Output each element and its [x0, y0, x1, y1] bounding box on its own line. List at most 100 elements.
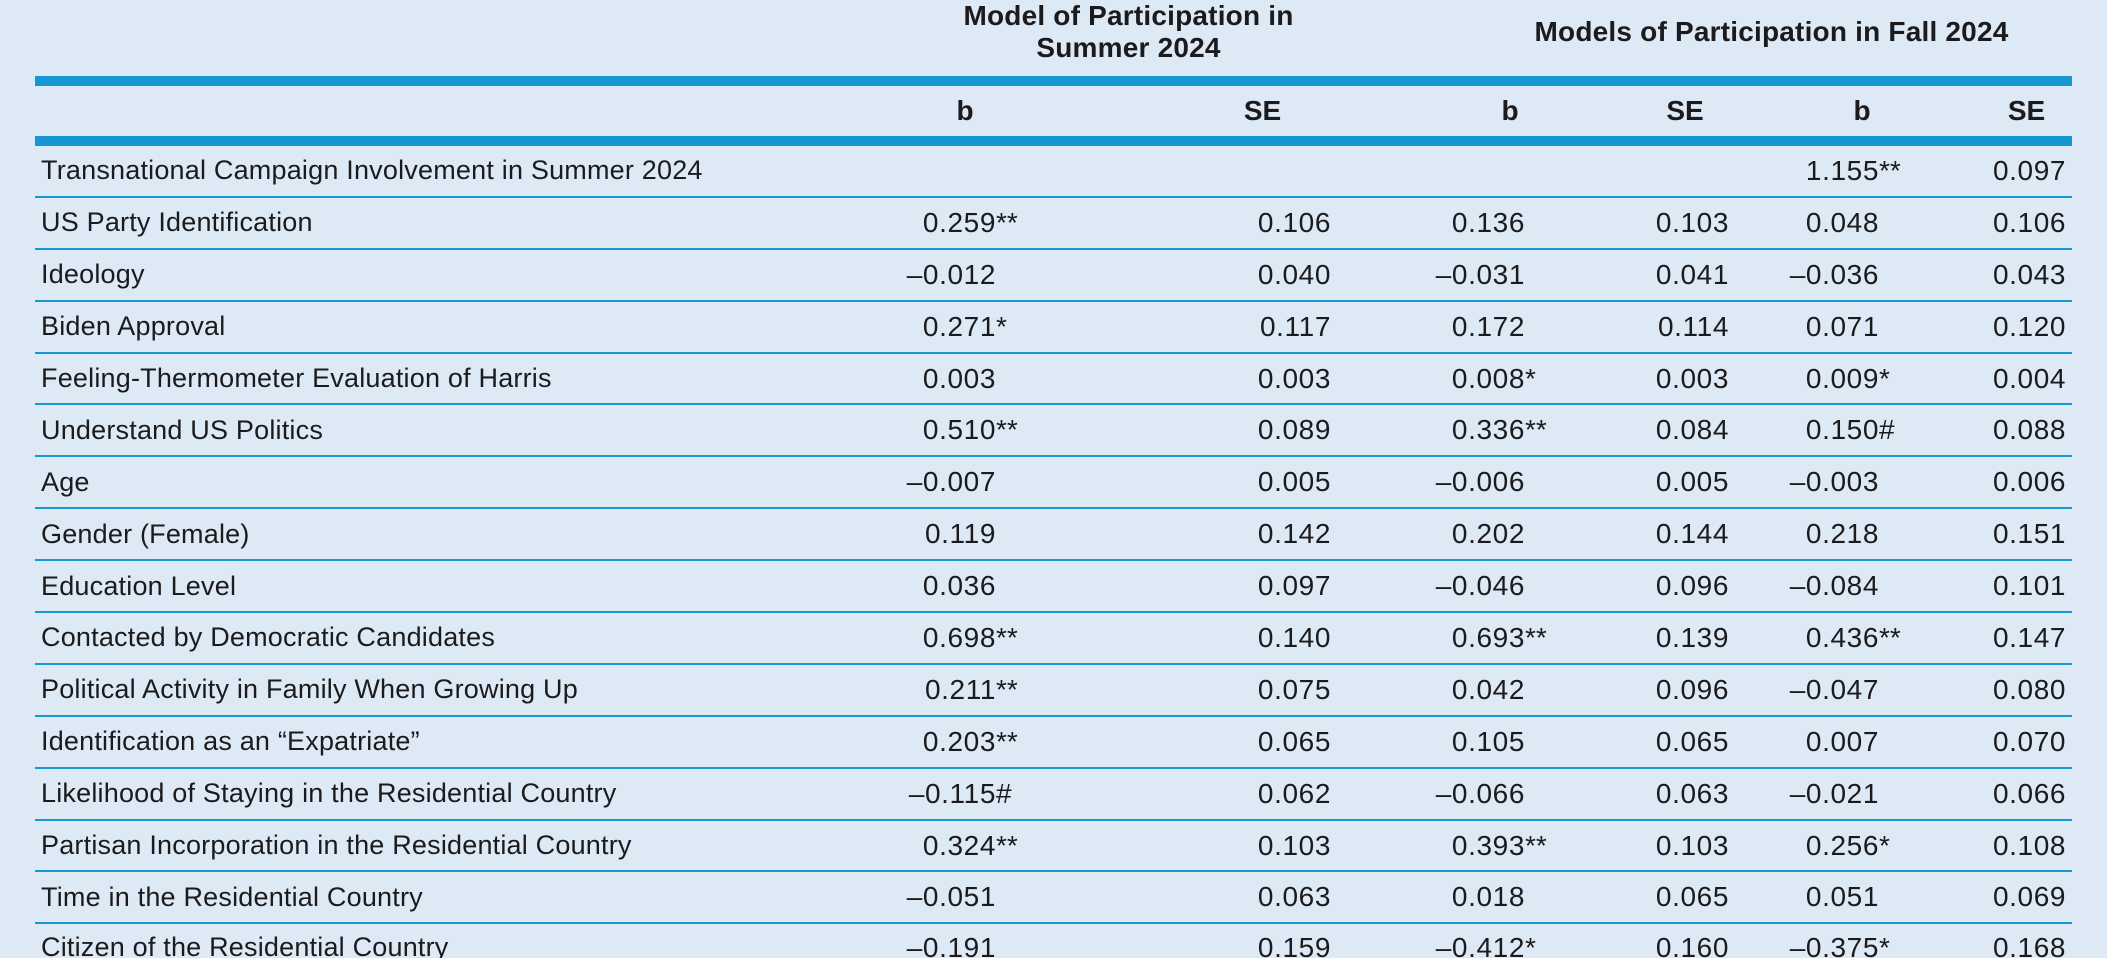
table-row: Education Level 0.036 0.097 –0.046 0.096…: [35, 561, 2073, 614]
row-label: Time in the Residential Country: [35, 872, 846, 925]
value-cell: 0.510 **: [846, 405, 1046, 458]
value-cell: 0.096: [1571, 561, 1739, 614]
table-row: Time in the Residential Country –0.051 0…: [35, 872, 2073, 925]
table-header: Model of Participation in Summer 2024 Mo…: [35, 0, 2073, 146]
value-cell: 0.063: [1046, 872, 1341, 925]
value-cell: 0.106: [1046, 198, 1341, 250]
regression-table: Model of Participation in Summer 2024 Mo…: [35, 0, 2073, 958]
value-cell: 0.159: [1046, 924, 1341, 958]
value-cell: 0.005: [1046, 457, 1341, 510]
row-label: Identification as an “Expatriate”: [35, 717, 846, 769]
row-label: Likelihood of Staying in the Residential…: [35, 769, 846, 821]
row-label: Understand US Politics: [35, 405, 846, 458]
value-cell: [1341, 146, 1571, 198]
value-cell: 0.036: [846, 561, 1046, 614]
value-cell: –0.084: [1739, 561, 1925, 614]
column-header-se-fall1: SE: [1571, 86, 1739, 146]
value-cell: 0.142: [1046, 509, 1341, 562]
column-header-b-fall2: b: [1739, 86, 1925, 146]
value-cell: 0.009 *: [1739, 354, 1925, 406]
value-cell: 0.103: [1571, 198, 1739, 250]
value-cell: 0.096: [1571, 665, 1739, 717]
value-cell: 0.151: [1925, 509, 2073, 562]
row-label: Contacted by Democratic Candidates: [35, 613, 846, 665]
value-cell: 0.042: [1341, 665, 1571, 717]
value-cell: 0.089: [1046, 405, 1341, 458]
value-cell: 0.003: [846, 354, 1046, 406]
table-row: Feeling-Thermometer Evaluation of Harris…: [35, 354, 2073, 406]
value-cell: 0.393 **: [1341, 821, 1571, 873]
row-label: Political Activity in Family When Growin…: [35, 665, 846, 717]
value-cell: 0.065: [1571, 717, 1739, 769]
value-cell: 0.218: [1739, 509, 1925, 562]
value-cell: –0.007: [846, 457, 1046, 510]
value-cell: 0.051: [1739, 872, 1925, 925]
table-row: Transnational Campaign Involvement in Su…: [35, 146, 2073, 198]
table-row: US Party Identification 0.259 ** 0.106 0.…: [35, 198, 2073, 250]
value-cell: [846, 146, 1046, 198]
value-cell: 0.048: [1739, 198, 1925, 250]
value-cell: –0.031: [1341, 250, 1571, 302]
value-cell: 0.136: [1341, 198, 1571, 250]
table-row: Identification as an “Expatriate” 0.203 *…: [35, 717, 2073, 769]
value-cell: 0.147: [1925, 613, 2073, 665]
value-cell: 0.018: [1341, 872, 1571, 925]
value-cell: 0.097: [1046, 561, 1341, 614]
value-cell: 0.256 *: [1739, 821, 1925, 873]
table-row: Partisan Incorporation in the Residentia…: [35, 821, 2073, 873]
value-cell: 0.004: [1925, 354, 2073, 406]
value-cell: 0.075: [1046, 665, 1341, 717]
value-cell: 0.119: [846, 509, 1046, 562]
value-cell: 0.693 **: [1341, 613, 1571, 665]
value-cell: 0.003: [1571, 354, 1739, 406]
value-cell: –0.115 #: [846, 769, 1046, 821]
value-cell: 0.040: [1046, 250, 1341, 302]
table-row: Gender (Female) 0.119 0.142 0.202 0.144 …: [35, 509, 2073, 562]
table-row: Citizen of the Residential Country –0.19…: [35, 924, 2072, 958]
value-cell: 0.065: [1571, 872, 1739, 925]
value-cell: 0.140: [1046, 613, 1341, 665]
value-cell: –0.012: [846, 250, 1046, 302]
table-row: Age –0.007 0.005 –0.006 0.005 –0.003 0.0…: [35, 457, 2073, 510]
value-cell: 0.144: [1571, 509, 1739, 562]
subheader-row: b SE b SE b SE: [35, 86, 2073, 146]
value-cell: 0.043: [1925, 250, 2073, 302]
row-label: Citizen of the Residential Country: [35, 924, 846, 958]
table-row: Ideology –0.012 0.040 –0.031 0.041 –0.03…: [35, 250, 2073, 302]
value-cell: [1046, 146, 1341, 198]
group-header-spacer: [35, 0, 846, 86]
row-label: Feeling-Thermometer Evaluation of Harris: [35, 354, 846, 406]
value-cell: 0.005: [1571, 457, 1739, 510]
column-header-se-fall2: SE: [1925, 86, 2073, 146]
value-cell: 0.211 **: [846, 665, 1046, 717]
group-header-fall-2024: Models of Participation in Fall 2024: [1341, 0, 2073, 86]
value-cell: 0.120: [1925, 302, 2073, 354]
value-cell: –0.021: [1739, 769, 1925, 821]
value-cell: 0.202: [1341, 509, 1571, 562]
value-cell: 0.271 *: [846, 302, 1046, 354]
value-cell: 0.066: [1925, 769, 2073, 821]
value-cell: –0.006: [1341, 457, 1571, 510]
value-cell: 0.105: [1341, 717, 1571, 769]
value-cell: 0.150 #: [1739, 405, 1925, 458]
value-cell: –0.036: [1739, 250, 1925, 302]
value-cell: –0.046: [1341, 561, 1571, 614]
value-cell: 0.103: [1571, 821, 1739, 873]
value-cell: 0.436 **: [1739, 613, 1925, 665]
value-cell: 0.172: [1341, 302, 1571, 354]
value-cell: –0.003: [1739, 457, 1925, 510]
column-header-b-fall1: b: [1341, 86, 1571, 146]
value-cell: 0.114: [1571, 302, 1739, 354]
column-header-se-summer: SE: [1046, 86, 1341, 146]
value-cell: 0.336 **: [1341, 405, 1571, 458]
table-row: Biden Approval 0.271 * 0.117 0.172 0.114 …: [35, 302, 2073, 354]
row-label: Age: [35, 457, 846, 510]
table-row: Likelihood of Staying in the Residential…: [35, 769, 2073, 821]
row-label: Education Level: [35, 561, 846, 614]
value-cell: 1.155 **: [1739, 146, 1925, 198]
value-cell: 0.097: [1925, 146, 2073, 198]
value-cell: 0.070: [1925, 717, 2073, 769]
value-cell: 0.106: [1925, 198, 2073, 250]
value-cell: 0.117: [1046, 302, 1341, 354]
value-cell: 0.139: [1571, 613, 1739, 665]
